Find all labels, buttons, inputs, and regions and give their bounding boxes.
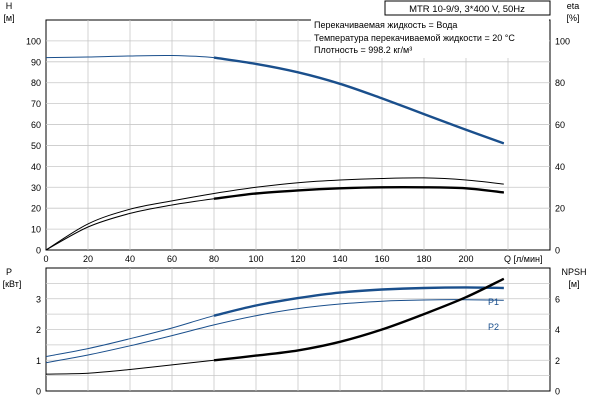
- annotation-backdrop: [311, 18, 549, 58]
- bottom-tick-labels: 0 1 2 3 0 2 4 6: [36, 294, 560, 396]
- power-curve-p2: [45, 299, 504, 364]
- x-tick-label: 40: [125, 254, 135, 264]
- y2-tick-label: 40: [555, 162, 565, 172]
- efficiency-curve-lower-operating-range: [213, 185, 504, 200]
- y2-tick-label: 20: [555, 204, 565, 214]
- y-axis-unit-h: [м]: [3, 13, 14, 23]
- power-curve-p1-operating-range: [213, 286, 504, 317]
- x-tick-label: 140: [332, 254, 347, 264]
- y2-tick-label: 4: [555, 325, 560, 335]
- y2-axis-label-eta: eta: [567, 1, 580, 11]
- bottom-series: [45, 277, 505, 375]
- y2-tick-label: 60: [555, 120, 565, 130]
- y-tick-label: 2: [36, 325, 41, 335]
- y2-axis-label-npsh: NPSH: [561, 267, 586, 277]
- y-tick-label: 1: [36, 356, 41, 366]
- y-tick-label: 70: [31, 99, 41, 109]
- bottom-grid: [46, 268, 550, 391]
- annotation-fluid: Перекачиваемая жидкость = Вода: [314, 20, 457, 30]
- x-tick-label: 60: [167, 254, 177, 264]
- chart-title: MTR 10-9/9, 3*400 V, 50Hz: [409, 4, 525, 15]
- y-axis-unit-p: [кВт]: [3, 279, 22, 289]
- y-tick-label: 30: [31, 183, 41, 193]
- x-tick-label: 120: [290, 254, 305, 264]
- y-tick-label: 50: [31, 141, 41, 151]
- y-axis-label-h: H: [6, 1, 13, 11]
- annotation-temperature: Температура перекачиваемой жидкости = 20…: [314, 33, 515, 43]
- y-tick-label: 60: [31, 120, 41, 130]
- y-tick-label: 90: [31, 57, 41, 67]
- y2-tick-label: 80: [555, 78, 565, 88]
- x-tick-label: 0: [43, 254, 48, 264]
- head-curve-operating-range: [213, 56, 505, 145]
- x-tick-label: 160: [374, 254, 389, 264]
- x-tick-label: 80: [209, 254, 219, 264]
- legend-label-p2: P2: [488, 322, 499, 332]
- x-axis-label: Q [л/мин]: [504, 254, 542, 264]
- top-tick-labels: 0 10 20 30 40 50 60 70 80 90 100 0 20 40 60 80 100 0 20 40 6…: [26, 36, 570, 264]
- top-grid: [46, 20, 550, 250]
- y-tick-label: 0: [36, 387, 41, 397]
- y-tick-label: 40: [31, 162, 41, 172]
- y2-axis-unit-eta: [%]: [566, 13, 579, 23]
- npsh-curve-operating-range: [213, 277, 505, 362]
- efficiency-curve-upper: [45, 177, 504, 251]
- y-tick-label: 0: [36, 246, 41, 256]
- annotation-density: Плотность = 998.2 кг/м³: [314, 45, 412, 55]
- y-axis-label-p: P: [6, 267, 12, 277]
- y2-tick-label: 0: [555, 387, 560, 397]
- y-tick-label: 80: [31, 78, 41, 88]
- y-tick-label: 100: [26, 36, 41, 46]
- x-tick-label: 200: [458, 254, 473, 264]
- y2-tick-label: 2: [555, 356, 560, 366]
- y-tick-label: 3: [36, 294, 41, 304]
- legend-label-p1: P1: [488, 297, 499, 307]
- y-tick-label: 10: [31, 225, 41, 235]
- x-tick-label: 180: [416, 254, 431, 264]
- x-tick-label: 100: [248, 254, 263, 264]
- title-box: [384, 0, 551, 16]
- y2-tick-label: 6: [555, 294, 560, 304]
- y2-tick-label: 100: [555, 36, 570, 46]
- x-tick-label: 20: [83, 254, 93, 264]
- y-tick-label: 20: [31, 204, 41, 214]
- top-series: [45, 54, 505, 251]
- y2-tick-label: 0: [555, 246, 560, 256]
- y2-axis-unit-npsh: [м]: [568, 279, 579, 289]
